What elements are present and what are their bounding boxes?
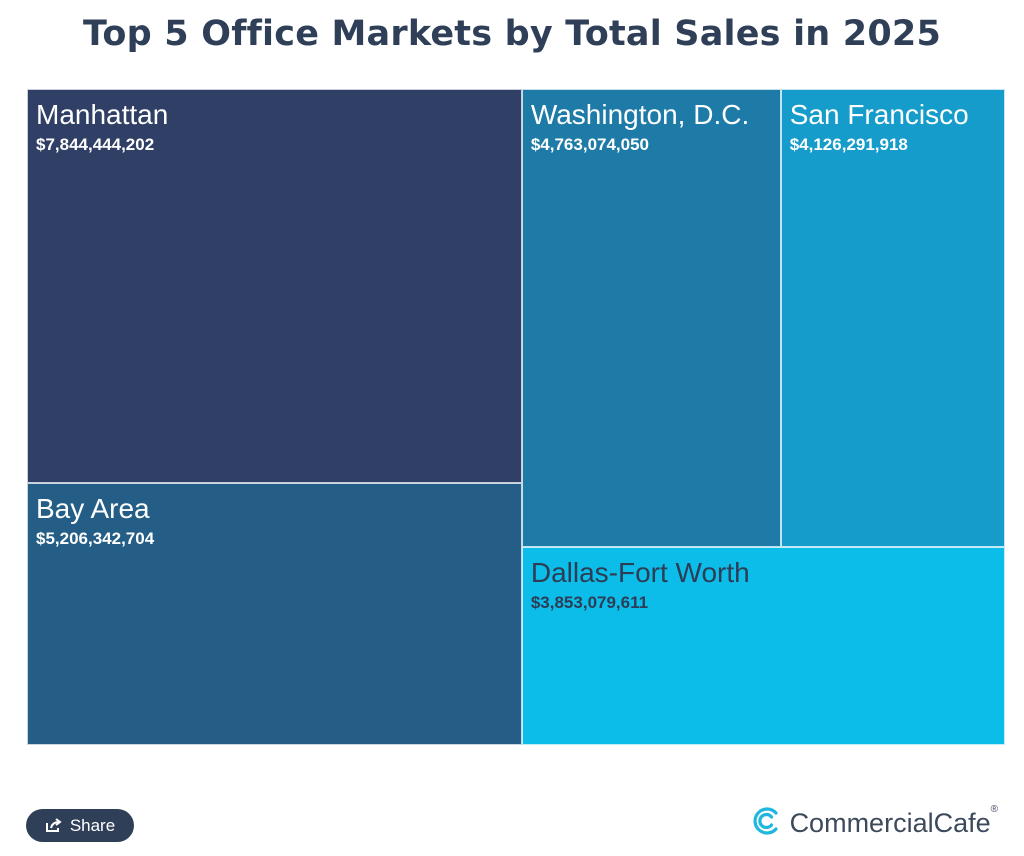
- share-label: Share: [69, 815, 116, 835]
- share-button[interactable]: Share: [26, 809, 134, 842]
- tile-name: Manhattan: [36, 99, 169, 130]
- tile-value: $4,763,074,050: [530, 135, 650, 154]
- brand-logo: CommercialCafe®: [752, 804, 998, 841]
- brand-name: CommercialCafe®: [789, 804, 998, 838]
- tile-bay-area[interactable]: Bay Area $5,206,342,704: [27, 483, 522, 745]
- tile-value: $7,844,444,202: [36, 135, 155, 154]
- share-icon: [45, 818, 62, 833]
- tile-value: $3,853,079,611: [530, 592, 649, 612]
- tile-name: Dallas-Fort Worth: [530, 556, 750, 588]
- tile-washington-dc[interactable]: Washington, D.C. $4,763,074,050: [521, 89, 781, 547]
- tile-dallas-fort-worth[interactable]: Dallas-Fort Worth $3,853,079,611: [521, 546, 1005, 745]
- tile-name: San Francisco: [789, 99, 969, 130]
- tile-name: Washington, D.C.: [530, 99, 750, 130]
- tile-name: Bay Area: [36, 493, 150, 525]
- tile-value: $5,206,342,704: [36, 529, 155, 549]
- tile-value: $4,126,291,918: [789, 135, 908, 154]
- tile-manhattan[interactable]: Manhattan $7,844,444,202: [27, 89, 522, 484]
- registered-mark: ®: [990, 804, 998, 815]
- tile-san-francisco[interactable]: San Francisco $4,126,291,918: [780, 89, 1005, 547]
- commercialcafe-logo-icon: [752, 806, 782, 841]
- chart-title: Top 5 Office Markets by Total Sales in 2…: [83, 14, 941, 54]
- treemap: Manhattan $7,844,444,202 Bay Area $5,206…: [27, 89, 1005, 745]
